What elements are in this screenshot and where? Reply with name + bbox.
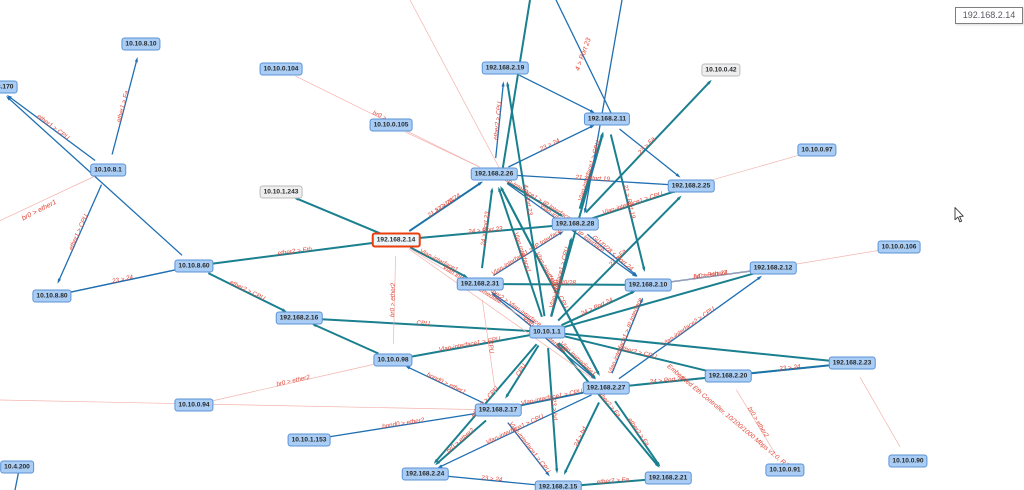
svg-text:br0 > ether2: br0 > ether2 [693,269,728,281]
svg-text:21 > Port 19: 21 > Port 19 [574,174,610,183]
svg-text:Vlan-interface1 > CPU: Vlan-interface1 > CPU [577,140,602,203]
svg-text:23 > 24: 23 > 24 [480,474,503,483]
svg-text:bond0 > ether2: bond0 > ether2 [382,417,426,431]
svg-text:27 > Fa: 27 > Fa [636,135,657,157]
svg-text:ether2 > Eth: ether2 > Eth [277,246,313,257]
svg-text:CPU: CPU [486,340,495,355]
svg-text:br0 > ether2: br0 > ether2 [445,427,476,455]
svg-text:23 > 24: 23 > 24 [778,363,801,372]
svg-text:23 > 24: 23 > 24 [538,137,561,153]
svg-text:ether2 > Fa: ether2 > Fa [596,476,629,486]
svg-text:23 > 24: 23 > 24 [111,274,135,286]
svg-text:21 > Gi1/0/24: 21 > Gi1/0/24 [426,192,463,220]
svg-text:24 > bd: 24 > bd [572,425,588,448]
svg-text:ether2 > CPU: ether2 > CPU [493,101,504,140]
svg-text:ether1 > Fa: ether1 > Fa [116,90,131,124]
svg-text:Vlan-interface1 > IP Interface: Vlan-interface1 > IP Interface [499,173,572,222]
svg-text:CPU: CPU [416,320,430,328]
svg-text:Vlan-interface2 > CPU: Vlan-interface2 > CPU [661,305,716,348]
svg-text:4 > Port 23: 4 > Port 23 [522,184,534,216]
svg-text:ether1 > CPU: ether1 > CPU [68,213,90,251]
svg-text:br0 > ether2: br0 > ether2 [389,282,397,317]
svg-text:bond0 > ether1: bond0 > ether1 [425,371,466,396]
svg-text:Vlan-interface1 > IP Interface: Vlan-interface1 > IP Interface [607,296,644,375]
svg-text:ether2 > CPU: ether2 > CPU [228,279,266,302]
svg-text:br0 > ether2: br0 > ether2 [276,374,311,388]
svg-text:Vlan-interface1 > CPU: Vlan-interface1 > CPU [507,421,551,475]
